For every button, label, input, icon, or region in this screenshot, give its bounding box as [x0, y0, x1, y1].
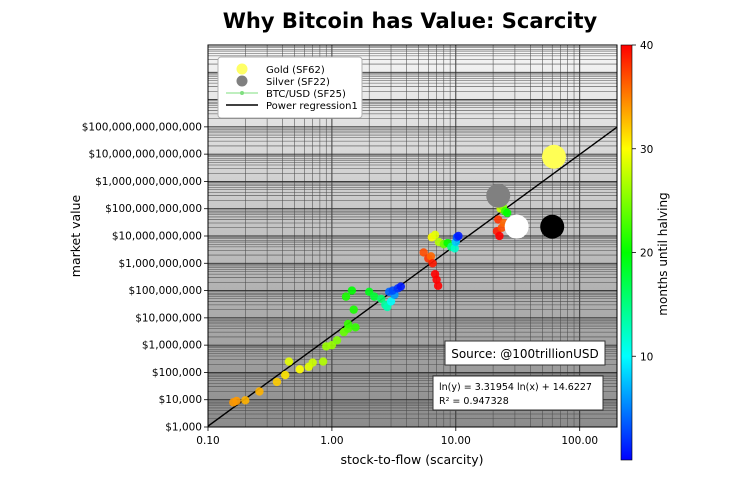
legend: Gold (SF62) Silver (SF22) BTC/USD (SF25)… — [217, 56, 363, 119]
btc-data-point — [343, 319, 353, 329]
btc-data-point — [318, 357, 328, 366]
x-axis-label: stock-to-flow (scarcity) — [341, 452, 484, 467]
legend-label-silver: Silver (SF22) — [266, 77, 330, 88]
chart-title: Why Bitcoin has Value: Scarcity — [223, 9, 598, 33]
legend-gold-marker — [236, 63, 248, 75]
btc-data-point — [341, 292, 351, 301]
btc-data-point — [426, 252, 436, 261]
btc-data-point — [419, 248, 428, 257]
btc-data-point — [495, 231, 504, 241]
btc-sf25-white-point — [504, 214, 529, 239]
btc-data-point — [232, 396, 241, 406]
btc-data-point — [428, 259, 437, 268]
btc-data-point — [454, 231, 463, 241]
highlight-points — [486, 144, 566, 239]
btc-data-point — [255, 387, 264, 396]
btc-data-point — [272, 377, 282, 387]
equation-box — [432, 375, 604, 411]
btc-data-point — [284, 357, 294, 366]
y-tick-label: $100,000,000,000 — [105, 203, 202, 215]
colorbar-label: months until halving — [656, 192, 670, 315]
btc-data-point — [377, 294, 386, 303]
btc-data-point — [281, 370, 290, 380]
colorbar-tick-label: 40 — [640, 40, 653, 52]
y-tick-label: $10,000,000 — [135, 312, 202, 324]
legend-silver-marker — [236, 75, 248, 87]
colorbar-tick-label: 20 — [640, 248, 653, 260]
btc-data-point — [351, 323, 360, 332]
x-tick-label: 0.10 — [196, 435, 219, 447]
x-axis-ticks: 0.10 1.00 10.00 100.00 — [196, 427, 598, 447]
btc-data-point — [433, 281, 443, 290]
gold-point — [541, 144, 566, 169]
btc-data-point — [386, 297, 396, 306]
legend-label-btc: BTC/USD (SF25) — [266, 89, 346, 100]
legend-btc-marker — [240, 91, 244, 95]
btc-data-point — [430, 230, 440, 240]
legend-label-gold: Gold (SF62) — [266, 65, 325, 76]
y-tick-label: $10,000,000,000 — [112, 231, 202, 243]
silver-point — [486, 183, 511, 208]
source-box — [444, 340, 606, 366]
btc-data-point — [347, 286, 357, 295]
legend-label-regression: Power regression1 — [266, 101, 358, 112]
y-tick-label: $1,000 — [165, 422, 202, 434]
source-label: Source: @100trillionUSD — [451, 347, 599, 361]
btc-data-point — [396, 282, 406, 291]
btc-data-point — [295, 365, 304, 374]
colorbar — [620, 44, 633, 461]
btc-black-point — [540, 214, 565, 239]
x-tick-label: 100.00 — [561, 435, 598, 447]
y-tick-label: $10,000 — [159, 394, 202, 406]
regression-line — [208, 126, 617, 427]
btc-data-point — [370, 292, 379, 301]
btc-data-point — [450, 244, 459, 253]
y-tick-label: $10,000,000,000,000 — [88, 149, 202, 161]
legend-box — [217, 56, 363, 119]
y-tick-label: $100,000,000,000,000 — [82, 121, 202, 133]
data-points — [229, 196, 512, 407]
y-tick-label: $1,000,000,000 — [119, 258, 203, 270]
colorbar-tick-label: 10 — [640, 351, 653, 363]
x-tick-label: 10.00 — [441, 435, 471, 447]
btc-data-point — [241, 396, 250, 405]
y-axis-ticks: $1,000 $10,000 $100,000 $1,000,000 $10,000,0… — [82, 121, 208, 434]
x-tick-label: 1.00 — [320, 435, 343, 447]
equation-line-2: R² = 0.947328 — [439, 396, 509, 407]
btc-data-point — [308, 358, 317, 367]
colorbar-tick-label: 30 — [640, 144, 653, 156]
y-axis-label: market value — [68, 194, 83, 277]
y-tick-label: $100,000 — [152, 367, 202, 379]
y-tick-label: $100,000,000 — [129, 285, 202, 297]
colorbar-ticks: 10 20 30 40 — [632, 40, 653, 363]
btc-data-point — [332, 336, 342, 345]
plot-frame — [207, 44, 618, 428]
y-tick-label: $1,000,000,000,000 — [95, 176, 202, 188]
y-tick-label: $1,000,000 — [142, 340, 202, 352]
btc-data-point — [349, 305, 358, 314]
btc-data-point — [503, 208, 512, 218]
equation-line-1: ln(y) = 3.31954 ln(x) + 14.6227 — [439, 382, 592, 393]
